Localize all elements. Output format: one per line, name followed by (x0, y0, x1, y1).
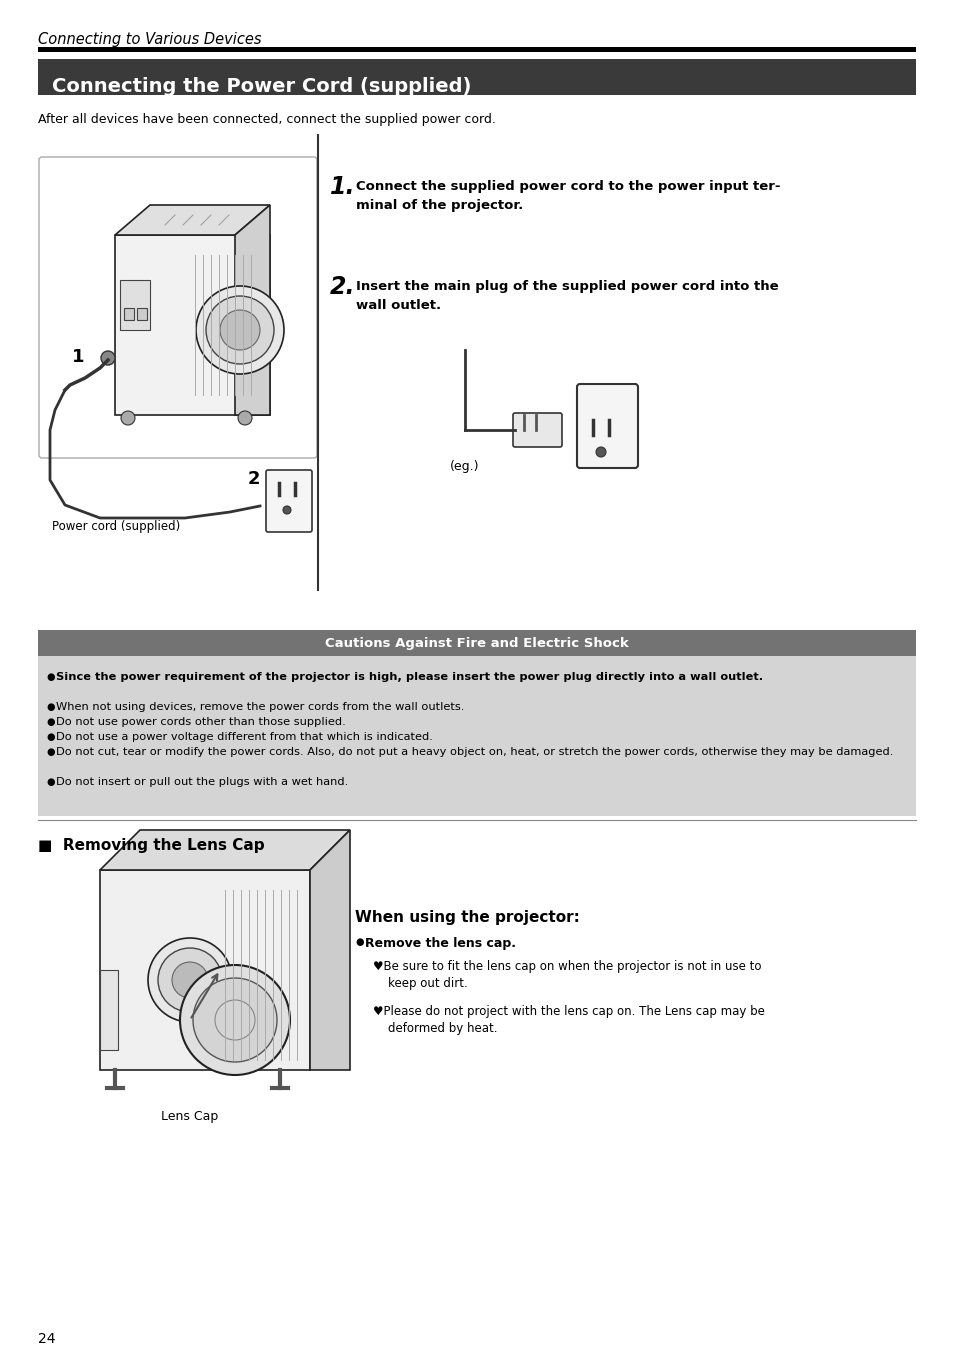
Text: ●: ● (355, 938, 363, 947)
Bar (38, 59, 915, 95)
Text: ●: ● (46, 777, 54, 788)
Text: Do not use power cords other than those supplied.: Do not use power cords other than those … (56, 717, 345, 727)
Circle shape (237, 411, 252, 426)
Text: ■  Removing the Lens Cap: ■ Removing the Lens Cap (38, 838, 264, 852)
Text: Connect the supplied power cord to the power input ter-
minal of the projector.: Connect the supplied power cord to the p… (355, 180, 780, 212)
Polygon shape (100, 830, 350, 870)
Circle shape (596, 447, 605, 457)
Circle shape (180, 965, 290, 1075)
Polygon shape (310, 830, 350, 1070)
Text: Cautions Against Fire and Electric Shock: Cautions Against Fire and Electric Shock (325, 636, 628, 650)
Text: ●: ● (46, 747, 54, 757)
Text: ●: ● (46, 717, 54, 727)
Circle shape (283, 507, 291, 513)
Text: (eg.): (eg.) (450, 459, 479, 473)
Circle shape (220, 309, 260, 350)
Text: 2: 2 (248, 470, 260, 488)
Bar (120, 280, 150, 330)
Bar (124, 308, 133, 320)
Circle shape (193, 978, 276, 1062)
Bar (137, 308, 147, 320)
Circle shape (206, 296, 274, 363)
Bar (100, 870, 310, 1070)
Text: Do not insert or pull out the plugs with a wet hand.: Do not insert or pull out the plugs with… (56, 777, 348, 788)
FancyBboxPatch shape (513, 413, 561, 447)
Text: 1.: 1. (330, 176, 355, 199)
Text: 24: 24 (38, 1332, 55, 1346)
Polygon shape (234, 205, 270, 415)
Text: Lens Cap: Lens Cap (161, 1111, 218, 1123)
FancyBboxPatch shape (577, 384, 638, 467)
Text: When not using devices, remove the power cords from the wall outlets.: When not using devices, remove the power… (56, 703, 464, 712)
Circle shape (121, 411, 135, 426)
Text: Insert the main plug of the supplied power cord into the
wall outlet.: Insert the main plug of the supplied pow… (355, 280, 778, 312)
Text: ●: ● (46, 732, 54, 742)
Bar (115, 235, 270, 415)
Text: 1: 1 (71, 349, 85, 366)
Circle shape (195, 286, 284, 374)
Text: ♥Be sure to fit the lens cap on when the projector is not in use to
    keep out: ♥Be sure to fit the lens cap on when the… (373, 961, 760, 990)
Text: Do not use a power voltage different from that which is indicated.: Do not use a power voltage different fro… (56, 732, 433, 742)
Text: ●: ● (46, 703, 54, 712)
Text: ♥Please do not project with the lens cap on. The Lens cap may be
    deformed by: ♥Please do not project with the lens cap… (373, 1005, 764, 1035)
Text: After all devices have been connected, connect the supplied power cord.: After all devices have been connected, c… (38, 113, 496, 126)
Text: Power cord (supplied): Power cord (supplied) (52, 520, 180, 534)
Circle shape (101, 351, 115, 365)
Text: 2.: 2. (330, 276, 355, 299)
Text: Do not cut, tear or modify the power cords. Also, do not put a heavy object on, : Do not cut, tear or modify the power cor… (56, 747, 892, 757)
Circle shape (148, 938, 232, 1021)
Bar (38, 630, 915, 657)
Bar (38, 47, 915, 51)
Polygon shape (115, 205, 270, 235)
Text: When using the projector:: When using the projector: (355, 911, 579, 925)
Text: Connecting to Various Devices: Connecting to Various Devices (38, 32, 261, 47)
FancyBboxPatch shape (266, 470, 312, 532)
Text: Since the power requirement of the projector is high, please insert the power pl: Since the power requirement of the proje… (56, 671, 762, 682)
Bar (100, 970, 118, 1050)
Text: Connecting the Power Cord (supplied): Connecting the Power Cord (supplied) (52, 77, 471, 96)
Text: ●: ● (46, 671, 54, 682)
Text: Remove the lens cap.: Remove the lens cap. (365, 938, 516, 950)
Circle shape (172, 962, 208, 998)
FancyBboxPatch shape (39, 157, 316, 458)
Circle shape (158, 948, 222, 1012)
Bar (38, 657, 915, 816)
